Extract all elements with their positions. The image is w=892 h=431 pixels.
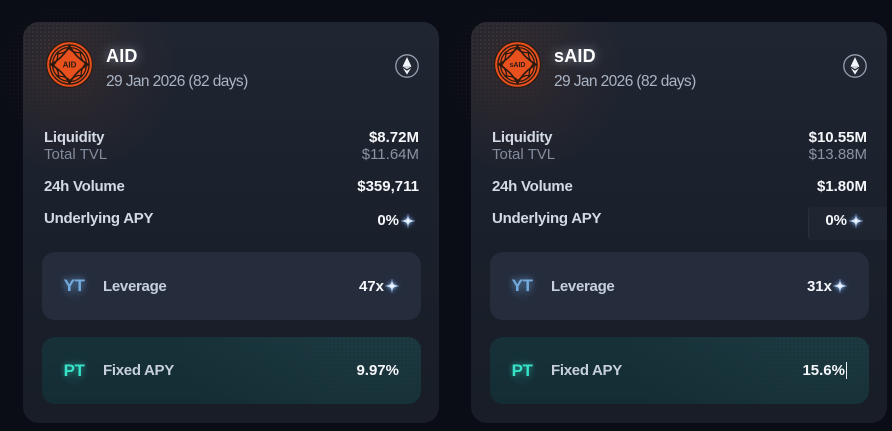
svg-text:AID: AID xyxy=(63,60,77,69)
svg-text:sAID: sAID xyxy=(510,62,526,69)
